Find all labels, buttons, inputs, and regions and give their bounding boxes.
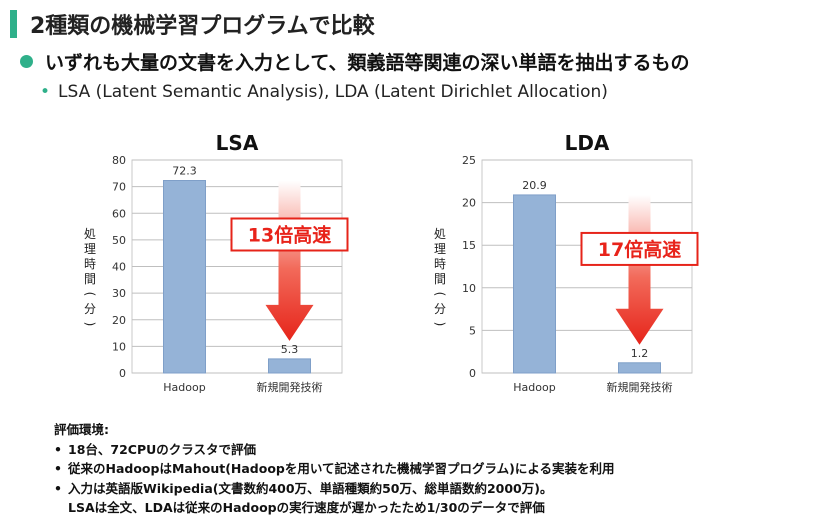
- title-accent-bar: [10, 10, 17, 38]
- data-label: 20.9: [522, 179, 547, 192]
- environment-heading: 評価環境:: [54, 422, 109, 437]
- environment-item: 従来のHadoopはMahout(Hadoopを用いて記述された機械学習プログラ…: [54, 459, 614, 479]
- main-bullet: いずれも大量の文書を入力として、類義語等関連の深い単語を抽出するもの: [20, 48, 689, 75]
- y-axis-label-char: (: [83, 292, 97, 297]
- environment-item: 入力は英語版Wikipedia(文書数約400万、単語種類約50万、総単語数約2…: [54, 479, 614, 499]
- data-label: 1.2: [631, 347, 649, 360]
- y-axis-label-char: 間: [434, 272, 446, 286]
- y-axis-label-char: 分: [84, 302, 96, 316]
- speedup-arrow: [265, 180, 314, 341]
- speedup-label: 17倍高速: [598, 238, 681, 261]
- environment-list: 18台、72CPUのクラスタで評価 従来のHadoopはMahout(Hadoo…: [54, 440, 614, 499]
- y-tick-label: 80: [112, 154, 126, 167]
- speedup-arrow: [615, 194, 664, 345]
- y-tick-label: 30: [112, 287, 126, 300]
- y-tick-label: 40: [112, 261, 126, 274]
- y-tick-label: 0: [119, 367, 126, 380]
- speedup-box: [230, 217, 349, 252]
- y-tick-label: 60: [112, 207, 126, 220]
- bar: [618, 362, 661, 374]
- y-tick-label: 0: [469, 367, 476, 380]
- y-tick-label: 5: [469, 324, 476, 337]
- chart-title: LDA: [565, 131, 610, 155]
- sub-bullet-dot-icon: •: [40, 82, 51, 102]
- speedup-label: 13倍高速: [248, 224, 331, 247]
- y-axis-label-char: 処: [434, 227, 446, 241]
- y-axis-label-char: 時: [84, 257, 96, 271]
- sub-bullet: • LSA (Latent Semantic Analysis), LDA (La…: [40, 82, 608, 102]
- y-tick-label: 15: [462, 239, 476, 252]
- bar: [513, 194, 556, 374]
- y-axis-label-char: 理: [434, 242, 446, 256]
- y-tick-label: 10: [462, 282, 476, 295]
- y-tick-label: 70: [112, 181, 126, 194]
- bar: [268, 358, 311, 374]
- x-tick-label: Hadoop: [163, 381, 205, 394]
- bar: [163, 180, 206, 374]
- main-bullet-text: いずれも大量の文書を入力として、類義語等関連の深い単語を抽出するもの: [45, 52, 690, 74]
- y-axis-label-char: (: [433, 292, 447, 297]
- data-label: 72.3: [172, 165, 197, 178]
- y-tick-label: 10: [112, 340, 126, 353]
- environment-item: 18台、72CPUのクラスタで評価: [54, 440, 614, 460]
- y-axis-label-char: ): [83, 322, 97, 327]
- x-tick-label: 新規開発技術: [257, 380, 323, 394]
- sub-bullet-text: LSA (Latent Semantic Analysis), LDA (Lat…: [58, 82, 608, 102]
- environment-continuation: LSAは全文、LDAは従来のHadoopの実行速度が遅かったため1/30のデータ…: [68, 500, 545, 515]
- y-tick-label: 20: [112, 314, 126, 327]
- x-tick-label: Hadoop: [513, 381, 555, 394]
- speedup-box: [580, 231, 699, 266]
- y-axis-label-char: 時: [434, 257, 446, 271]
- x-tick-label: 新規開発技術: [607, 380, 673, 394]
- y-axis-label-char: 処: [84, 227, 96, 241]
- bullet-dot-icon: [20, 55, 33, 68]
- chart-title: LSA: [216, 131, 259, 155]
- y-axis-label-char: 間: [84, 272, 96, 286]
- evaluation-environment: 評価環境: 18台、72CPUのクラスタで評価 従来のHadoopはMahout…: [54, 420, 614, 518]
- data-label: 5.3: [281, 343, 299, 356]
- y-tick-label: 50: [112, 234, 126, 247]
- y-axis-label-char: 理: [84, 242, 96, 256]
- y-tick-label: 20: [462, 197, 476, 210]
- y-axis-label-char: 分: [434, 302, 446, 316]
- slide-title: 2種類の機械学習プログラムで比較: [30, 14, 375, 39]
- y-axis-label-char: ): [433, 322, 447, 327]
- y-tick-label: 25: [462, 154, 476, 167]
